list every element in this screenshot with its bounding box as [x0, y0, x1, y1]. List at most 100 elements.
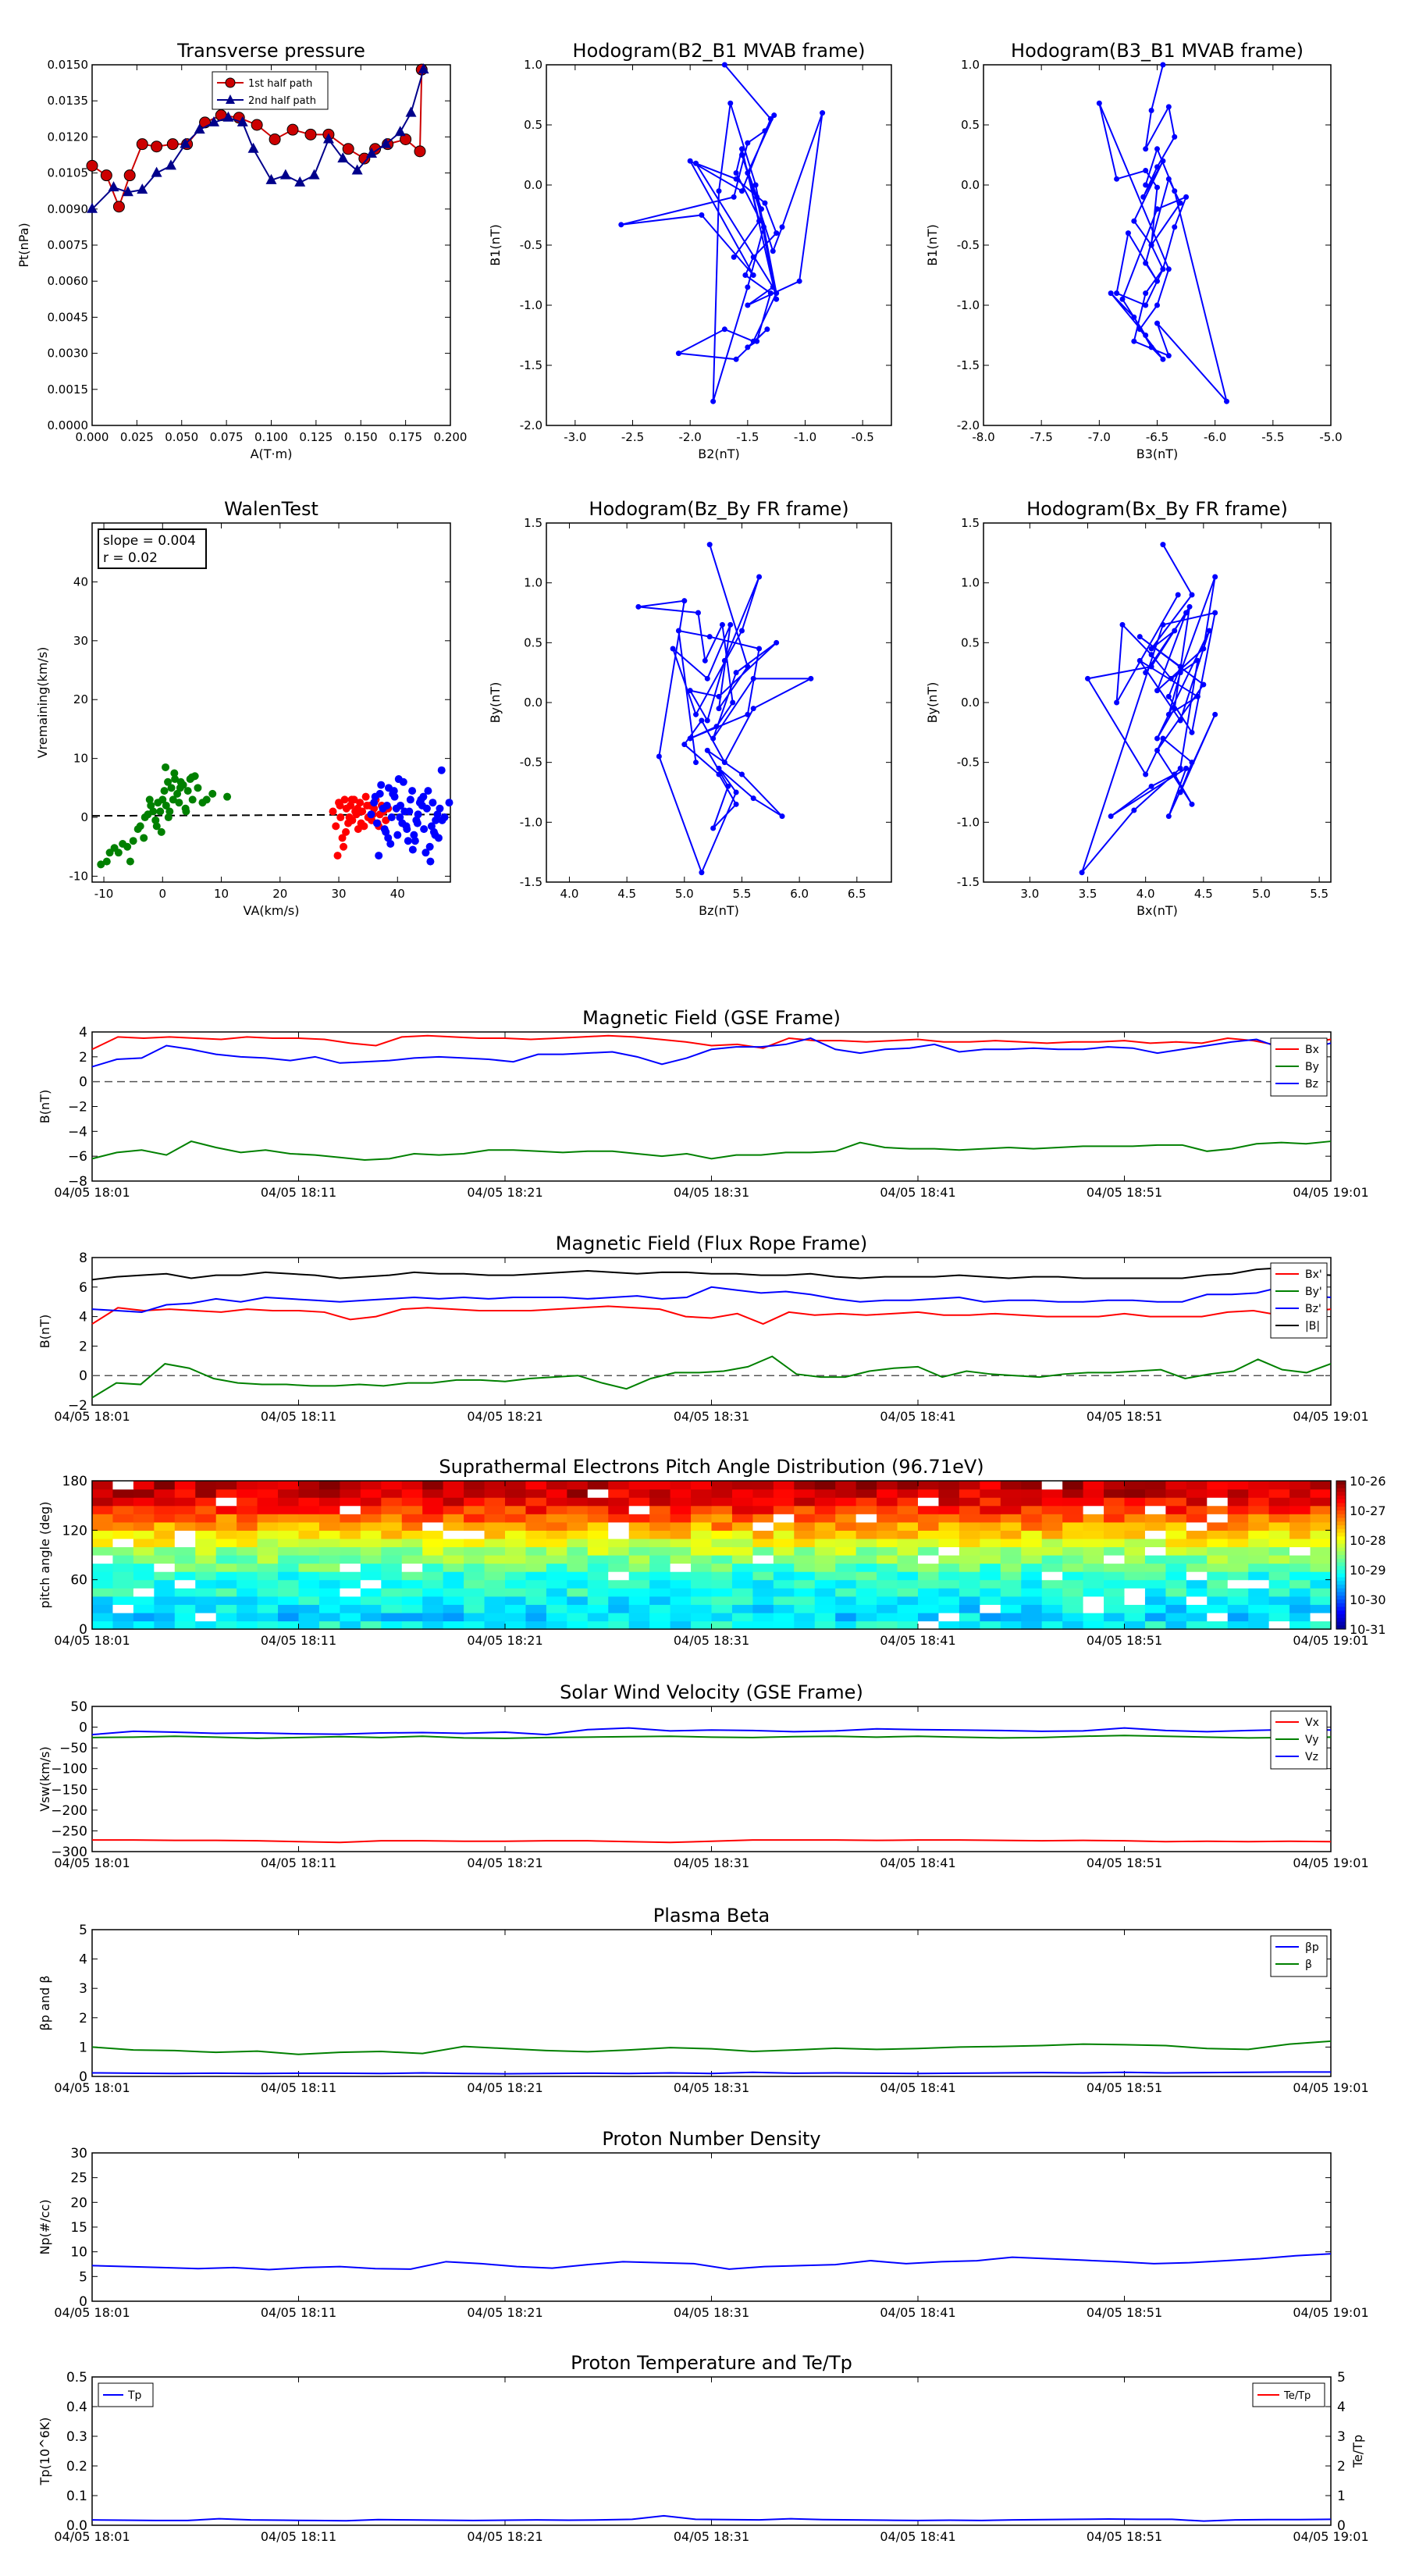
pad-cell — [422, 1489, 444, 1498]
h2-xtick-label: -5.0 — [1319, 430, 1342, 444]
pad-cell — [587, 1497, 609, 1507]
pad-cell — [587, 1514, 609, 1523]
h2-ytick-label: 0.0 — [961, 178, 980, 192]
pad-cell — [731, 1579, 753, 1589]
pad-cell — [1041, 1530, 1063, 1539]
pad-cell — [278, 1497, 300, 1507]
pad-cell — [257, 1563, 279, 1572]
pad-cell — [112, 1530, 134, 1539]
pad-cell — [711, 1579, 733, 1589]
pad-cell — [174, 1514, 196, 1523]
pad-colorbar-step — [1336, 1492, 1346, 1496]
walen-point — [403, 825, 411, 834]
h2-plot: -8.0 -7.5 -7.0 -6.5 -6.0 -5.5 -5.0-2.0-1.5-1.0… — [925, 40, 1343, 461]
pad-colorbar-step — [1336, 1543, 1346, 1548]
pad-cell — [1289, 1621, 1311, 1630]
pad-cell — [1124, 1497, 1146, 1507]
h2-point — [1154, 278, 1160, 284]
mffr-xtick-label: 04/05 19:01 — [1293, 1409, 1368, 1424]
pad-cell — [92, 1563, 114, 1572]
pad-cell — [877, 1621, 898, 1630]
pad-cell — [691, 1588, 713, 1597]
pad-cell — [1104, 1563, 1126, 1572]
pad-cell — [1165, 1604, 1187, 1614]
pad-colorbar-step — [1336, 1621, 1346, 1626]
pad-cell — [318, 1571, 340, 1581]
h2-ylabel: B1(nT) — [925, 224, 940, 266]
pad-cell — [298, 1579, 320, 1589]
pad-cell — [1144, 1530, 1166, 1539]
pad-cell — [133, 1481, 155, 1490]
pad-cell — [1165, 1514, 1187, 1523]
pad-cell — [360, 1571, 382, 1581]
walen-point — [183, 787, 192, 795]
pad-colorbar-step — [1336, 1510, 1346, 1515]
tp-point — [380, 137, 392, 148]
pad-cell — [505, 1588, 527, 1597]
pad-cell — [731, 1481, 753, 1490]
tp-point — [294, 176, 306, 187]
pad-cell — [1041, 1588, 1063, 1597]
pad-cell — [1062, 1530, 1084, 1539]
pad-cell — [773, 1588, 795, 1597]
pad-cell — [731, 1505, 753, 1514]
pad-cell — [794, 1505, 816, 1514]
mffr-title: Magnetic Field (Flux Rope Frame) — [556, 1233, 867, 1254]
pad-cell — [133, 1579, 155, 1589]
tp-ytick-label: 0.0030 — [48, 347, 89, 361]
tp-ytick-label: 0.0105 — [48, 166, 89, 180]
temp-ytick-label: 5 — [1337, 2370, 1346, 2386]
pad-cell — [1144, 1588, 1166, 1597]
pad-cell — [1083, 1596, 1104, 1605]
h4-point — [1194, 657, 1200, 664]
pad-cell — [835, 1497, 857, 1507]
pad-cell — [278, 1521, 300, 1531]
tp-point — [265, 173, 277, 184]
vsw-plot: 04/05 18:01 04/05 18:11 04/05 18:21 04/05 1… — [37, 1681, 1369, 1870]
pad-cell — [278, 1489, 300, 1498]
pad-cell — [546, 1538, 567, 1548]
h4-point — [1177, 717, 1183, 724]
temp-series-Tp-line — [91, 2514, 1332, 2522]
pad-cell — [794, 1596, 816, 1605]
pad-cell — [1207, 1571, 1229, 1581]
tp-xtick-label: 0.175 — [389, 430, 422, 444]
pad-cell — [628, 1530, 650, 1539]
h1-series-line — [621, 64, 823, 402]
walen-point — [370, 799, 379, 807]
h2-point — [1140, 194, 1147, 200]
pad-cell — [174, 1489, 196, 1498]
h4-point — [1154, 735, 1160, 742]
np-series-Np-line — [91, 2253, 1332, 2271]
pad-cell — [401, 1555, 423, 1564]
pad-cell — [877, 1612, 898, 1622]
pad-cell — [897, 1530, 919, 1539]
walen-point — [425, 842, 434, 851]
walen-point — [354, 804, 362, 813]
pad-cell — [918, 1555, 940, 1564]
pad-cell — [855, 1514, 877, 1523]
walen-point — [393, 831, 402, 839]
pad-cell — [897, 1489, 919, 1498]
pad-cell — [1186, 1579, 1208, 1589]
pad-cell — [484, 1596, 506, 1605]
pad-cell — [174, 1621, 196, 1630]
pad-cell — [298, 1497, 320, 1507]
np-xtick-label: 04/05 18:01 — [54, 2305, 130, 2320]
pad-cell — [897, 1521, 919, 1531]
pad-cell — [443, 1489, 464, 1498]
pad-cell — [877, 1563, 898, 1572]
beta-xtick-label: 04/05 18:51 — [1087, 2080, 1162, 2095]
pad-cell — [154, 1481, 176, 1490]
pad-cell — [360, 1497, 382, 1507]
pad-cell — [814, 1604, 836, 1614]
pad-cell — [112, 1514, 134, 1523]
beta-xtick-label: 04/05 18:31 — [674, 2080, 749, 2095]
pad-cell — [257, 1612, 279, 1622]
pad-cell — [422, 1604, 444, 1614]
pad-cell — [1227, 1481, 1249, 1490]
pad-cell — [567, 1621, 589, 1630]
pad-cell — [195, 1489, 217, 1498]
pad-cell — [1310, 1621, 1332, 1630]
pad-cell — [731, 1521, 753, 1531]
